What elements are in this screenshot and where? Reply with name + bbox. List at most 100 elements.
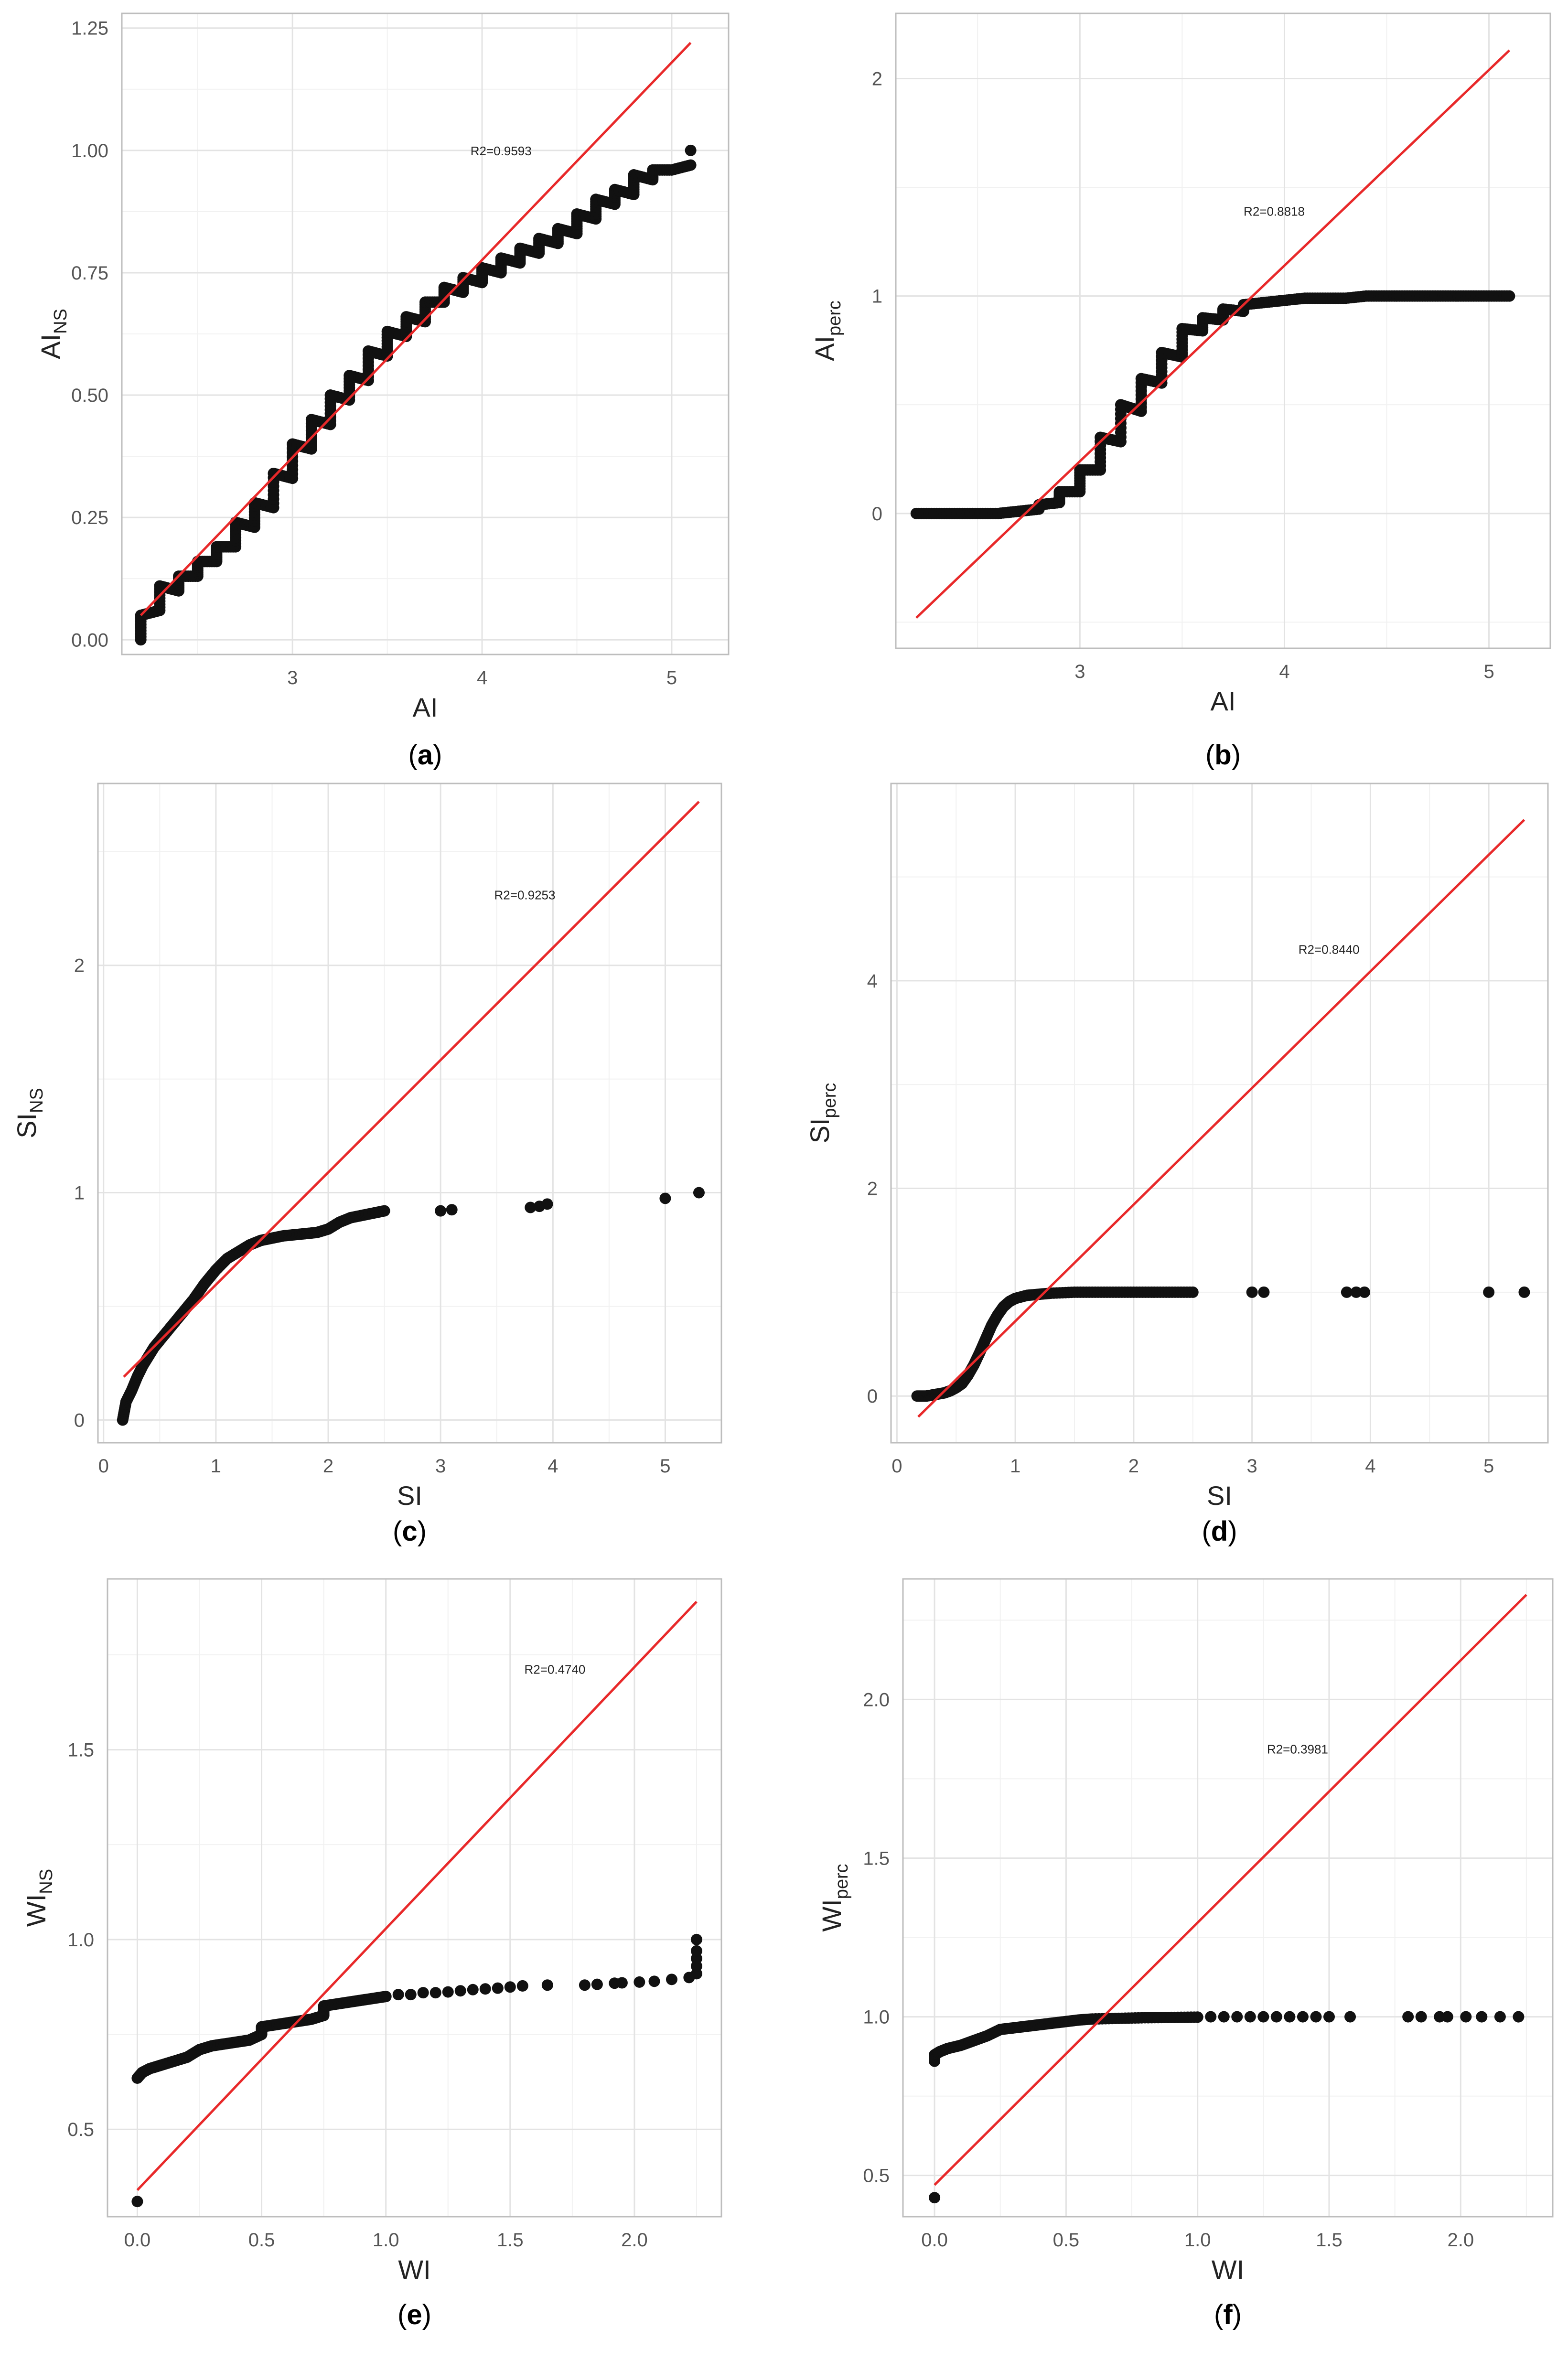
- x-tick-label: 2.0: [1447, 2230, 1474, 2251]
- regression-line: [136, 1600, 698, 2191]
- data-point: [666, 1974, 677, 1985]
- data-point: [1513, 2011, 1525, 2023]
- x-axis-label: AI: [413, 692, 438, 722]
- data-point: [1483, 1286, 1495, 1298]
- x-axis-label: SI: [397, 1480, 422, 1511]
- data-point: [430, 1987, 441, 1999]
- regression-line: [140, 42, 692, 616]
- data-point: [1476, 2011, 1488, 2023]
- x-tick-label: 3: [1247, 1456, 1257, 1477]
- data-point: [685, 144, 697, 156]
- y-axis-label-subscript: NS: [51, 309, 71, 334]
- scatter-points: [131, 1933, 702, 2208]
- x-tick-label: 1: [211, 1456, 221, 1477]
- regression-line: [915, 49, 1511, 619]
- scatter-points: [910, 290, 1515, 519]
- y-axis-label: SINS: [11, 1088, 47, 1138]
- data-point: [378, 1205, 390, 1217]
- r2-annotation: R2=0.9253: [494, 888, 556, 902]
- y-axis-label-main: SI: [805, 1118, 835, 1144]
- x-axis-label: WI: [1212, 2254, 1244, 2285]
- x-axis-label: WI: [398, 2254, 430, 2285]
- data-point: [1504, 290, 1515, 302]
- x-tick-label: 0.5: [248, 2230, 275, 2251]
- y-tick-label: 2: [74, 955, 85, 976]
- data-point: [417, 1987, 429, 1999]
- panel-letter: d: [1211, 1516, 1228, 1547]
- panel-border: [890, 783, 1549, 1444]
- x-tick-label: 4: [1279, 661, 1289, 682]
- x-tick-label: 5: [1483, 1456, 1494, 1477]
- panel-letter: f: [1223, 2299, 1233, 2330]
- panel-border: [121, 12, 730, 655]
- data-point: [1297, 2011, 1309, 2023]
- x-tick-label: 1.5: [497, 2230, 524, 2251]
- panel-e: 0.0 0.5 1.0 1.5 2.00.51.01.5WIWINSR2=0.4740(…: [21, 1578, 722, 2330]
- y-tick-label: 1: [872, 286, 882, 307]
- data-point: [435, 1205, 447, 1217]
- y-tick-label: 1.0: [67, 1930, 94, 1951]
- data-point: [1284, 2011, 1296, 2023]
- r2-annotation: R2=0.8440: [1299, 942, 1360, 956]
- x-tick-label: 3: [1074, 661, 1085, 682]
- y-tick-label: 2.0: [863, 1689, 890, 1710]
- panel-caption: (a): [408, 740, 442, 771]
- y-tick-label: 2: [872, 69, 882, 90]
- data-point: [685, 159, 697, 171]
- panel-caption: (e): [397, 2299, 431, 2330]
- scatter-points: [911, 1286, 1530, 1402]
- data-point: [1258, 1286, 1270, 1298]
- data-point: [380, 1991, 392, 2003]
- panel-caption: (d): [1202, 1516, 1237, 1547]
- panel-border: [107, 1578, 722, 2218]
- y-axis-label: AINS: [35, 309, 71, 359]
- r2-annotation: R2=0.3981: [1267, 1742, 1328, 1756]
- data-point: [131, 2196, 143, 2208]
- data-point: [454, 1985, 466, 1997]
- y-tick-label: 0.25: [71, 507, 108, 528]
- r2-annotation: R2=0.8818: [1244, 204, 1305, 218]
- data-point: [1460, 2011, 1472, 2023]
- y-tick-label: 0.5: [67, 2119, 94, 2140]
- x-tick-label: 1.0: [373, 2230, 399, 2251]
- data-point: [1323, 2011, 1335, 2023]
- data-point: [690, 1933, 702, 1945]
- data-point: [525, 1201, 537, 1213]
- data-point: [648, 1975, 660, 1987]
- r2-annotation: R2=0.9593: [471, 144, 532, 158]
- y-axis-label-subscript: NS: [27, 1088, 47, 1113]
- data-point: [1518, 1286, 1530, 1298]
- data-point: [541, 1198, 553, 1210]
- panel-letter: b: [1214, 740, 1231, 771]
- data-point: [1192, 2011, 1203, 2023]
- data-point: [1402, 2011, 1414, 2023]
- x-tick-label: 3: [435, 1456, 446, 1477]
- data-point: [579, 1979, 591, 1991]
- panel-f: 0.0 0.5 1.0 1.5 2.00.51.01.52.0WIWIpercR2=0.…: [816, 1578, 1554, 2330]
- data-point: [1494, 2011, 1506, 2023]
- y-axis-label: AIperc: [809, 300, 845, 361]
- x-tick-label: 5: [660, 1456, 670, 1477]
- data-point: [492, 1982, 504, 1994]
- panel-caption: (f): [1214, 2299, 1242, 2330]
- data-point: [405, 1989, 417, 2001]
- panel-border: [902, 1578, 1554, 2218]
- regression-line: [934, 1594, 1527, 2186]
- y-axis-label: WIperc: [816, 1864, 852, 1931]
- data-point: [1218, 2011, 1230, 2023]
- data-point: [634, 1976, 645, 1988]
- y-tick-label: 1.5: [863, 1848, 890, 1869]
- y-tick-label: 1.25: [71, 18, 108, 39]
- y-axis-label-subscript: perc: [825, 300, 845, 336]
- x-tick-label: 1.0: [1184, 2230, 1211, 2251]
- y-tick-label: 1.5: [67, 1740, 94, 1761]
- data-point: [1434, 2011, 1446, 2023]
- x-tick-label: 1: [1010, 1456, 1020, 1477]
- y-axis-label-subscript: NS: [36, 1869, 56, 1894]
- data-point: [467, 1984, 479, 1995]
- y-tick-label: 4: [867, 971, 878, 992]
